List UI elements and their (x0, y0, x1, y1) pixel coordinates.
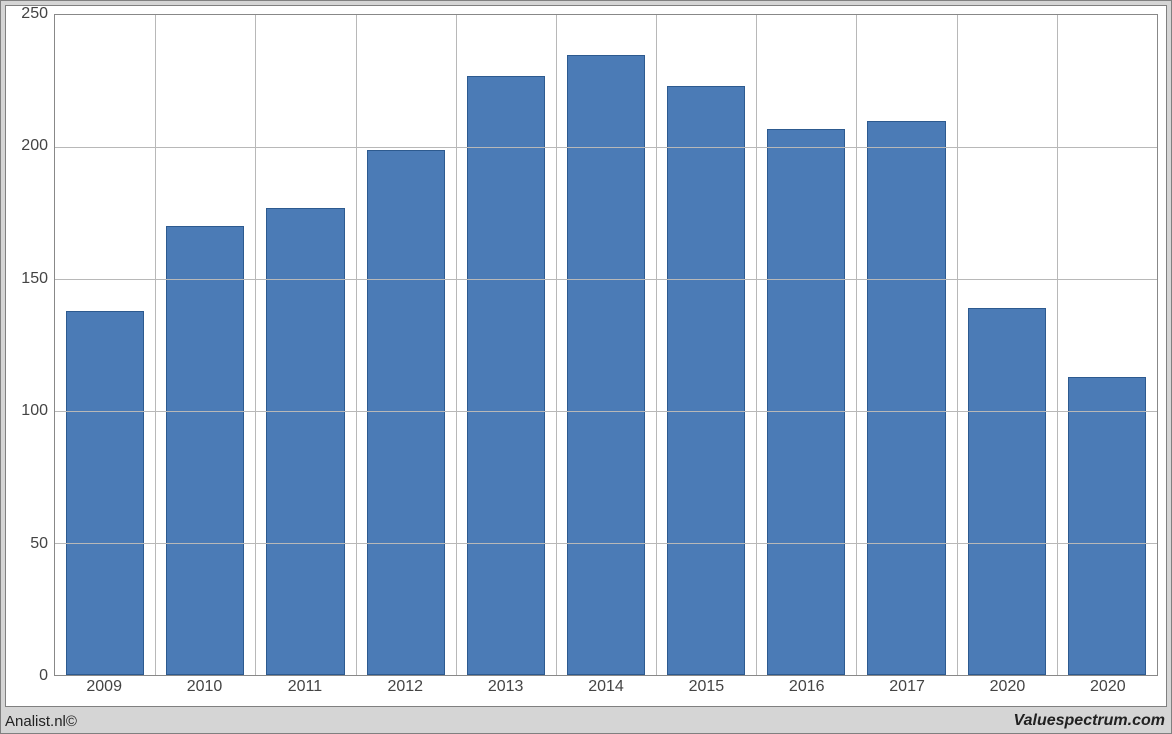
plot-area (54, 14, 1158, 676)
x-axis: 2009 2010 2011 2012 2013 2014 2015 2016 2017 2020… (54, 678, 1158, 702)
y-tick-label: 100 (21, 402, 48, 420)
chart-frame: 0 50 100 150 200 250 2009 2010 2011 2012 2013 2014… (0, 0, 1172, 734)
bar (867, 121, 945, 675)
gridline-h (55, 411, 1157, 412)
x-tick-label: 2012 (387, 678, 423, 696)
bar (968, 308, 1046, 675)
gridline-h (55, 543, 1157, 544)
bar (467, 76, 545, 675)
bars-container (55, 15, 1157, 675)
gridline-v (255, 15, 256, 675)
gridline-v (856, 15, 857, 675)
x-tick-label: 2011 (288, 678, 322, 696)
x-tick-label: 2020 (990, 678, 1026, 696)
y-tick-label: 200 (21, 137, 48, 155)
x-tick-label: 2013 (488, 678, 524, 696)
gridline-v (656, 15, 657, 675)
gridline-v (155, 15, 156, 675)
x-tick-label: 2017 (889, 678, 925, 696)
footer-left-credit: Analist.nl© (5, 713, 77, 730)
footer-right-credit: Valuespectrum.com (1014, 712, 1165, 730)
y-tick-label: 0 (39, 667, 48, 685)
y-tick-label: 150 (21, 270, 48, 288)
y-tick-label: 50 (30, 535, 48, 553)
gridline-h (55, 279, 1157, 280)
x-tick-label: 2016 (789, 678, 825, 696)
plot-outer: 0 50 100 150 200 250 2009 2010 2011 2012 2013 2014… (5, 5, 1167, 707)
gridline-v (1057, 15, 1058, 675)
bar (266, 208, 344, 675)
bar (166, 226, 244, 675)
gridline-v (356, 15, 357, 675)
gridline-v (556, 15, 557, 675)
x-tick-label: 2015 (689, 678, 725, 696)
bar (767, 129, 845, 675)
y-tick-label: 250 (21, 5, 48, 23)
bar (367, 150, 445, 675)
bar (667, 86, 745, 675)
x-tick-label: 2010 (187, 678, 223, 696)
gridline-h (55, 147, 1157, 148)
gridline-v (957, 15, 958, 675)
x-tick-label: 2020 (1090, 678, 1126, 696)
x-tick-label: 2014 (588, 678, 624, 696)
y-axis: 050100150200250 (6, 6, 54, 676)
gridline-v (456, 15, 457, 675)
bar (1068, 377, 1146, 675)
gridline-v (756, 15, 757, 675)
bar (66, 311, 144, 675)
x-tick-label: 2009 (86, 678, 122, 696)
